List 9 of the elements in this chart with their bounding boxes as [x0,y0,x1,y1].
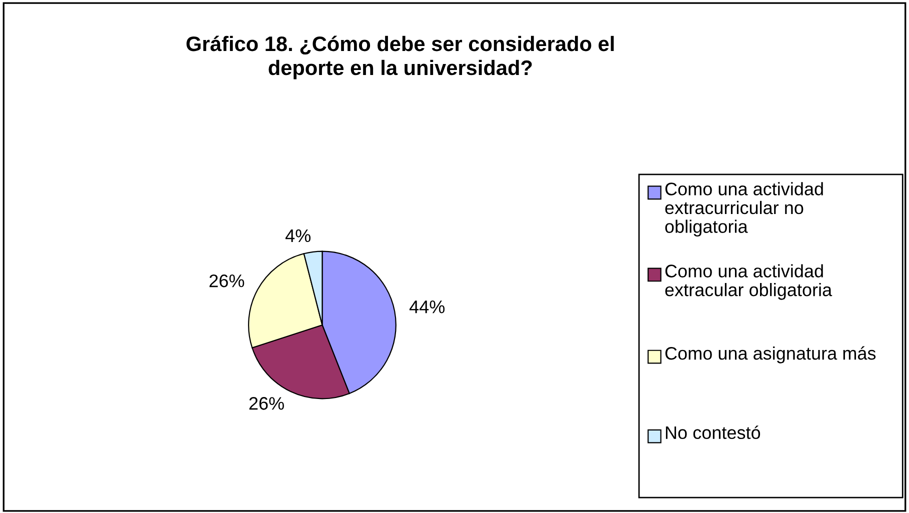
legend-label: No contestó [666,426,760,440]
data-label: 26% [210,274,244,288]
legend-label: Como una asignatura más [665,346,876,364]
chart-title: Gráfico 18. ¿Cómo debe ser considerado el deporte en la universidad? [186,36,614,80]
data-label: 26% [249,397,284,410]
legend-label: Como una actividad extracular obligatoria [665,264,832,300]
legend-label: Como una actividad extracurricular no obligatoria [665,182,823,237]
data-label: 4% [285,229,311,242]
data-label: 44% [409,300,445,314]
